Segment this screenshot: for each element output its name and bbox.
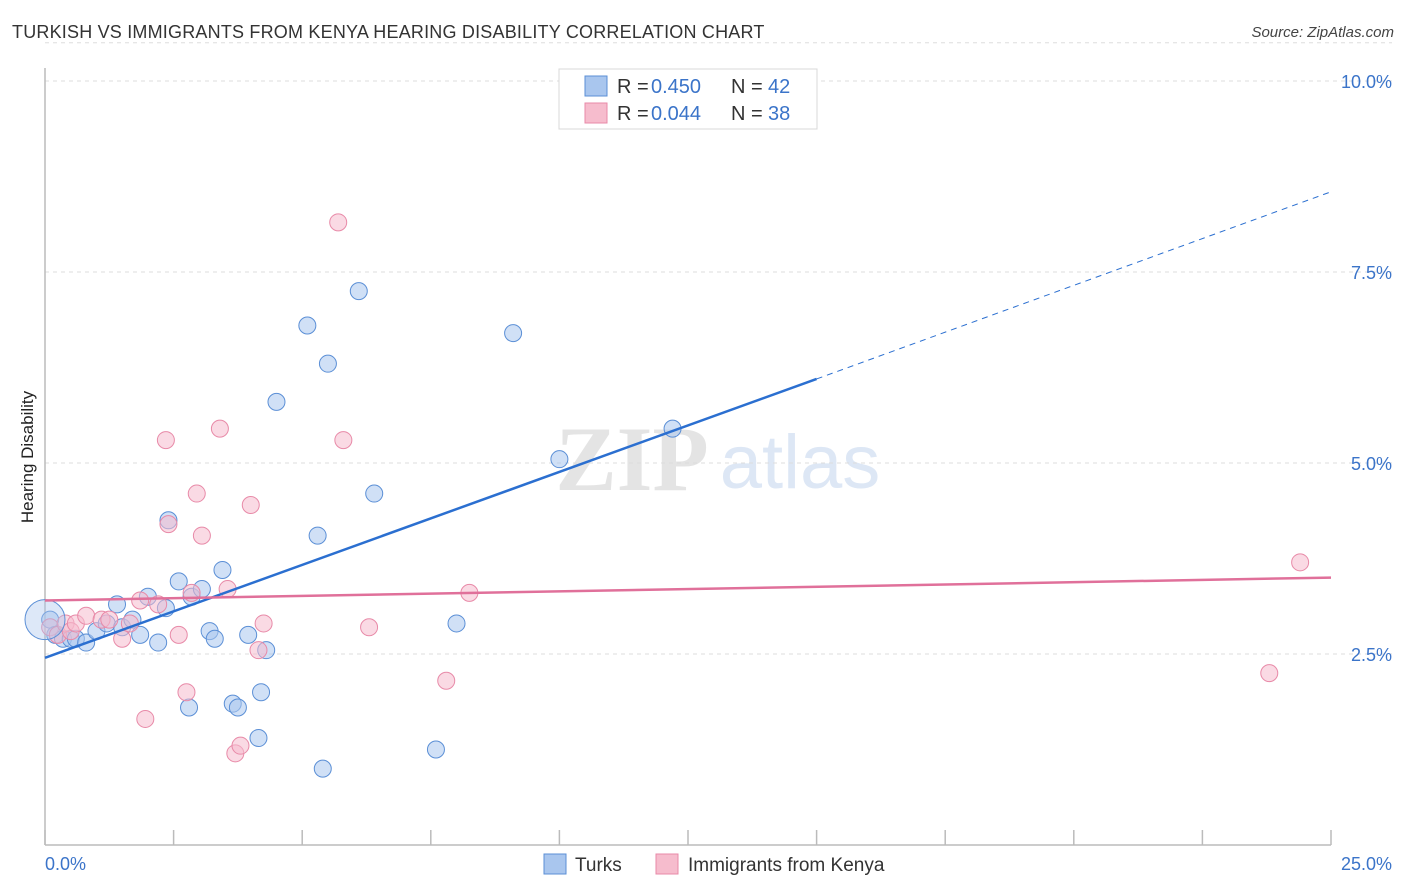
gridlines bbox=[45, 42, 1392, 655]
point-kenya-20 bbox=[210, 419, 229, 438]
point-kenya-30 bbox=[437, 671, 456, 690]
legend-n-value-turks: 42 bbox=[768, 76, 790, 98]
legend-swatch-kenya bbox=[584, 102, 608, 124]
point-turks-large bbox=[24, 599, 66, 641]
point-turks-30 bbox=[298, 316, 317, 335]
point-kenya-26 bbox=[254, 614, 273, 633]
point-kenya-5 bbox=[77, 606, 96, 625]
x-tick-label-min: 0.0% bbox=[45, 854, 86, 874]
point-kenya-16 bbox=[177, 683, 196, 702]
point-turks-37 bbox=[426, 740, 445, 759]
point-turks-26 bbox=[249, 729, 268, 748]
point-turks-34 bbox=[349, 282, 368, 301]
point-kenya-10 bbox=[131, 591, 150, 610]
point-turks-32 bbox=[313, 759, 332, 778]
point-kenya-11 bbox=[136, 709, 155, 728]
trend-line-turks-extension bbox=[816, 191, 1332, 380]
point-kenya-7 bbox=[100, 610, 119, 629]
y-tick-label-3: 10.0% bbox=[1341, 72, 1392, 92]
point-turks-35 bbox=[365, 484, 384, 503]
legend: R = 0.450 N = 42 R = 0.044 N = 38 bbox=[558, 68, 818, 130]
legend-n-value-kenya: 38 bbox=[768, 103, 790, 125]
point-turks-29 bbox=[267, 392, 286, 411]
bottom-legend-swatch-kenya bbox=[655, 853, 679, 875]
source-label: Source: ZipAtlas.com bbox=[1251, 24, 1394, 41]
y-tick-labels: 2.5% 5.0% 7.5% 10.0% bbox=[1341, 72, 1392, 665]
legend-n-label-turks: N = bbox=[731, 76, 763, 98]
point-kenya-28 bbox=[334, 431, 353, 450]
legend-n-label-kenya: N = bbox=[731, 103, 763, 125]
legend-r-value-turks: 0.450 bbox=[651, 76, 701, 98]
point-kenya-32 bbox=[1260, 664, 1279, 683]
chart-title: TURKISH VS IMMIGRANTS FROM KENYA HEARING… bbox=[12, 22, 765, 42]
trend-lines bbox=[44, 191, 1332, 659]
x-ticks bbox=[44, 830, 1332, 845]
point-turks-16 bbox=[169, 572, 188, 591]
point-turks-39 bbox=[550, 450, 569, 469]
y-tick-label-0: 2.5% bbox=[1351, 645, 1392, 665]
point-turks-11 bbox=[131, 625, 150, 644]
y-tick-label-1: 5.0% bbox=[1351, 454, 1392, 474]
point-kenya-25 bbox=[249, 641, 268, 660]
point-kenya-19 bbox=[192, 526, 211, 545]
point-turks-19 bbox=[180, 698, 199, 717]
watermark-zip: ZIP bbox=[555, 408, 708, 510]
bottom-legend-label-turks: Turks bbox=[575, 855, 622, 876]
legend-r-label-turks: R = bbox=[617, 76, 649, 98]
bottom-legend-swatch-turks bbox=[543, 853, 567, 875]
legend-r-label-kenya: R = bbox=[617, 103, 649, 125]
point-turks-36 bbox=[447, 614, 466, 633]
point-turks-33 bbox=[318, 354, 337, 373]
point-kenya-13 bbox=[156, 431, 175, 450]
point-turks-31 bbox=[308, 526, 327, 545]
point-kenya-33 bbox=[1291, 553, 1310, 572]
trend-line-turks bbox=[44, 377, 818, 659]
point-kenya-27 bbox=[329, 213, 348, 232]
point-kenya-29 bbox=[360, 618, 379, 637]
point-turks-25 bbox=[239, 625, 258, 644]
point-turks-38 bbox=[504, 324, 523, 343]
data-points bbox=[24, 213, 1310, 778]
point-turks-27 bbox=[252, 683, 271, 702]
trend-line-kenya bbox=[44, 576, 1332, 602]
point-kenya-12 bbox=[149, 595, 168, 614]
x-tick-label-max: 25.0% bbox=[1341, 854, 1392, 874]
point-kenya-14 bbox=[159, 515, 178, 534]
point-turks-13 bbox=[149, 633, 168, 652]
y-axis-title: Hearing Disability bbox=[18, 390, 37, 523]
watermark: ZIP atlas bbox=[555, 408, 880, 510]
y-tick-label-2: 7.5% bbox=[1351, 263, 1392, 283]
bottom-legend-label-kenya: Immigrants from Kenya bbox=[688, 855, 885, 876]
point-turks-21 bbox=[205, 629, 224, 648]
point-kenya-15 bbox=[169, 625, 188, 644]
bottom-legend: Turks Immigrants from Kenya bbox=[543, 853, 885, 876]
point-turks-24 bbox=[228, 698, 247, 717]
point-kenya-24 bbox=[241, 496, 260, 515]
point-kenya-23 bbox=[231, 736, 250, 755]
legend-r-value-kenya: 0.044 bbox=[651, 103, 701, 125]
point-turks-22 bbox=[213, 560, 232, 579]
legend-swatch-turks bbox=[584, 75, 608, 97]
point-kenya-18 bbox=[187, 484, 206, 503]
